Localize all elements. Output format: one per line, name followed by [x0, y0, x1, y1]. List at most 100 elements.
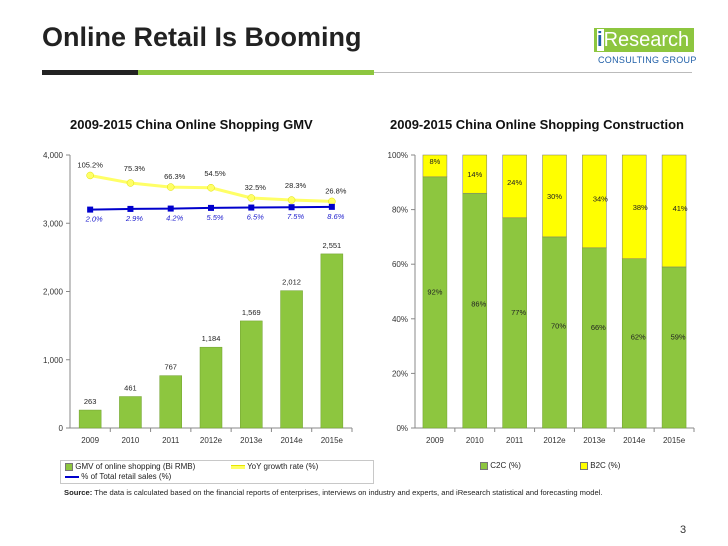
gmv-y-tick-label: 2,000 — [43, 288, 64, 297]
b2c-bar — [621, 154, 647, 259]
b2c-bar — [462, 154, 488, 194]
c2c-label: 59% — [671, 332, 686, 341]
c2c-label: 62% — [631, 332, 646, 341]
c2c-label: 92% — [427, 287, 442, 296]
gmv-chart-title: 2009-2015 China Online Shopping GMV — [70, 117, 313, 132]
gmv-bar — [78, 409, 102, 429]
share-point — [248, 204, 255, 211]
c2c-label: 70% — [551, 321, 566, 330]
iresearch-logo: iResearch CONSULTING GROUP — [586, 26, 696, 70]
gmv-bar — [199, 346, 223, 429]
legend-item-c2c: C2C (%) — [480, 461, 521, 470]
share-point — [87, 206, 94, 213]
construction-x-tick-label: 2011 — [506, 436, 524, 445]
source-note: Source: The data is calculated based on … — [64, 488, 602, 497]
share-point — [328, 203, 335, 210]
source-label: Source: — [64, 488, 93, 497]
logo-i: i — [597, 29, 604, 51]
gmv-y-tick-label: 0 — [59, 424, 64, 433]
gmv-x-tick-label: 2015e — [321, 436, 344, 445]
yoy-label: 75.3% — [124, 164, 146, 173]
yoy-label: 28.3% — [285, 181, 307, 190]
yoy-label: 32.5% — [245, 183, 267, 192]
source-text: The data is calculated based on the fina… — [92, 488, 603, 497]
b2c-label: 14% — [467, 170, 482, 179]
yoy-point — [247, 194, 256, 202]
page-number: 3 — [680, 524, 687, 536]
gmv-chart-legend: GMV of online shopping (Bi RMB) YoY grow… — [60, 460, 374, 484]
share-point — [167, 205, 174, 212]
page-title: Online Retail Is Booming — [42, 22, 362, 52]
b2c-label: 8% — [430, 157, 441, 166]
gmv-bar-label: 1,569 — [242, 308, 261, 317]
construction-x-tick-label: 2010 — [466, 436, 484, 445]
title-rule-green — [138, 70, 374, 75]
share-point — [288, 204, 295, 211]
legend-label-c2c: C2C (%) — [490, 461, 521, 470]
legend-swatch-b2c — [580, 461, 588, 470]
gmv-y-tick-label: 4,000 — [43, 151, 64, 160]
gmv-bar — [119, 396, 142, 429]
gmv-bar-label: 461 — [124, 384, 137, 393]
gmv-bar-label: 2,012 — [282, 278, 301, 287]
share-label: 6.5% — [247, 213, 264, 222]
yoy-point — [207, 184, 215, 192]
b2c-bar — [582, 154, 607, 249]
legend-swatch-yoy — [231, 464, 245, 469]
yoy-point — [86, 171, 94, 180]
share-point — [127, 205, 134, 212]
gmv-bar-label: 2,551 — [322, 241, 341, 250]
construction-y-tick-label: 0% — [396, 424, 408, 433]
c2c-bar — [462, 192, 488, 429]
share-label: 8.6% — [327, 212, 344, 221]
legend-label-yoy: YoY growth rate (%) — [247, 462, 319, 471]
legend-label-share: % of Total retail sales (%) — [81, 472, 172, 481]
gmv-bar-label: 1,184 — [202, 334, 221, 343]
gmv-x-tick-label: 2014e — [280, 436, 303, 445]
yoy-label: 54.5% — [204, 169, 226, 178]
yoy-label: 26.8% — [325, 186, 347, 195]
yoy-point — [287, 196, 296, 204]
b2c-bar — [661, 154, 687, 268]
c2c-bar — [502, 217, 527, 429]
title-rule-dark — [42, 70, 138, 75]
legend-item-gmv: GMV of online shopping (Bi RMB) — [65, 462, 195, 471]
construction-y-tick-label: 20% — [392, 369, 408, 378]
gmv-y-tick-label: 1,000 — [43, 356, 64, 365]
construction-y-tick-label: 40% — [392, 315, 408, 324]
construction-x-tick-label: 2012e — [543, 436, 566, 445]
c2c-bar — [542, 236, 567, 429]
c2c-bar — [582, 247, 607, 429]
c2c-label: 66% — [591, 323, 606, 332]
share-label: 2.0% — [85, 215, 103, 224]
gmv-x-tick-label: 2010 — [122, 436, 140, 445]
legend-swatch-share — [65, 475, 79, 478]
construction-x-tick-label: 2013e — [583, 436, 606, 445]
gmv-y-tick-label: 3,000 — [43, 219, 64, 228]
construction-x-tick-label: 2015e — [663, 436, 686, 445]
c2c-bar — [422, 176, 448, 429]
legend-label-b2c: B2C (%) — [590, 461, 621, 470]
share-label: 5.5% — [206, 213, 223, 222]
b2c-label: 24% — [507, 178, 522, 187]
yoy-point — [166, 183, 175, 191]
gmv-bar — [280, 290, 303, 429]
logo-wordmark: iResearch — [594, 28, 695, 52]
gmv-bar-label: 263 — [84, 397, 97, 406]
gmv-bar — [159, 375, 182, 429]
construction-x-tick-label: 2009 — [426, 436, 444, 445]
b2c-bar — [502, 154, 527, 219]
gmv-x-tick-label: 2009 — [81, 436, 99, 445]
logo-subtitle: CONSULTING GROUP — [598, 55, 697, 65]
c2c-label: 77% — [511, 308, 526, 317]
gmv-x-tick-label: 2011 — [162, 436, 180, 445]
gmv-bar — [240, 320, 263, 429]
c2c-bar — [661, 266, 687, 429]
logo-research: Research — [603, 29, 690, 51]
yoy-point — [126, 179, 135, 187]
construction-chart-legend: C2C (%) B2C (%) — [460, 460, 692, 472]
legend-swatch-c2c — [480, 461, 488, 470]
legend-item-b2c: B2C (%) — [580, 461, 620, 470]
yoy-label: 66.3% — [164, 172, 186, 181]
